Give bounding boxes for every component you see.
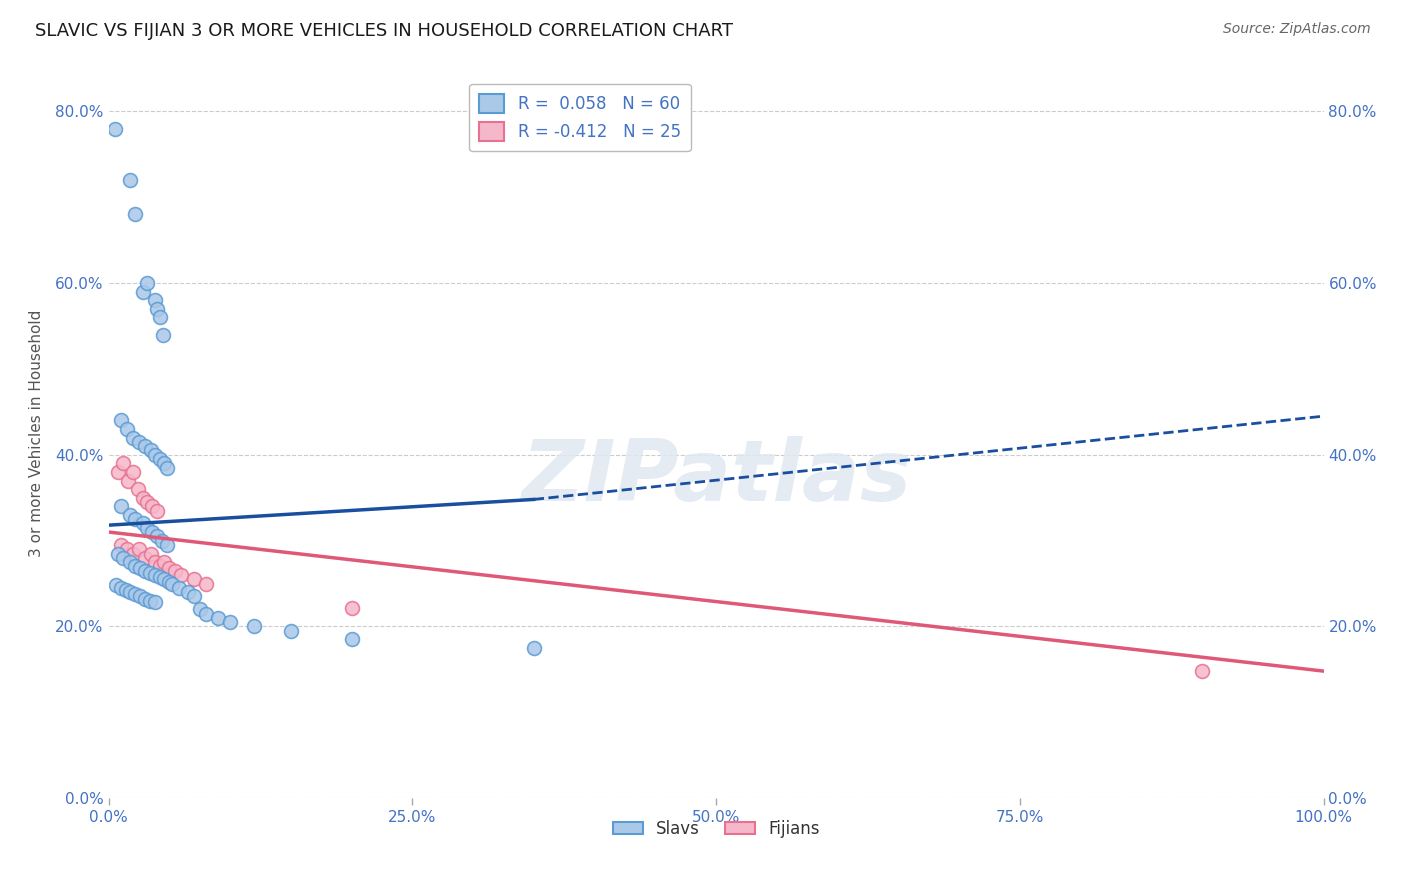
Point (146, 503, 169, 517)
Point (128, 434, 150, 449)
Point (110, 538, 132, 552)
Point (124, 587, 146, 601)
Point (143, 568, 166, 582)
Point (120, 555, 142, 569)
Point (340, 600, 363, 615)
Point (160, 576, 183, 591)
Point (280, 624, 302, 638)
Point (139, 593, 162, 607)
Point (139, 547, 162, 561)
Point (153, 456, 176, 470)
Point (124, 559, 146, 574)
Point (139, 443, 162, 458)
Point (183, 590, 205, 604)
Point (156, 460, 179, 475)
Point (110, 413, 132, 427)
Point (157, 574, 180, 589)
Point (148, 570, 170, 584)
Point (124, 512, 146, 526)
Point (134, 439, 156, 453)
Point (207, 611, 229, 625)
Legend: Slavs, Fijians: Slavs, Fijians (606, 814, 827, 845)
Point (170, 568, 193, 582)
Text: Source: ZipAtlas.com: Source: ZipAtlas.com (1223, 22, 1371, 37)
Point (143, 555, 166, 569)
Point (143, 448, 166, 462)
Point (115, 422, 138, 436)
Point (165, 564, 187, 578)
Point (107, 547, 129, 561)
Point (148, 559, 170, 574)
Point (110, 581, 132, 595)
Point (243, 619, 266, 633)
Y-axis label: 3 or more Vehicles in Household: 3 or more Vehicles in Household (30, 310, 44, 557)
Point (131, 285, 153, 299)
Point (194, 607, 217, 621)
Point (1191, 664, 1213, 678)
Point (156, 538, 179, 552)
Point (141, 500, 163, 514)
Point (150, 533, 173, 548)
Point (120, 173, 142, 187)
Point (110, 500, 132, 514)
Point (136, 276, 159, 290)
Point (121, 547, 143, 561)
Point (120, 585, 142, 599)
Text: SLAVIC VS FIJIAN 3 OR MORE VEHICLES IN HOUSEHOLD CORRELATION CHART: SLAVIC VS FIJIAN 3 OR MORE VEHICLES IN H… (35, 22, 733, 40)
Point (141, 524, 163, 539)
Point (114, 583, 136, 598)
Point (340, 632, 363, 647)
Point (112, 456, 135, 470)
Point (134, 564, 156, 578)
Point (124, 207, 146, 221)
Point (219, 615, 242, 630)
Point (129, 590, 152, 604)
Point (167, 581, 190, 595)
Point (153, 555, 176, 569)
Point (143, 595, 166, 609)
Point (153, 572, 176, 586)
Point (139, 566, 162, 581)
Point (523, 640, 546, 655)
Point (146, 529, 169, 543)
Point (104, 121, 127, 136)
Point (194, 576, 217, 591)
Point (134, 550, 156, 565)
Point (120, 508, 142, 522)
Point (127, 482, 149, 496)
Point (148, 310, 170, 325)
Point (107, 465, 129, 479)
Point (188, 602, 211, 616)
Point (131, 516, 153, 531)
Point (136, 521, 159, 535)
Point (121, 465, 143, 479)
Point (176, 585, 198, 599)
Point (104, 578, 127, 592)
Point (129, 561, 152, 575)
Point (128, 542, 150, 557)
Point (112, 550, 135, 565)
Point (143, 293, 166, 308)
Point (115, 542, 138, 557)
Text: ZIPatlas: ZIPatlas (522, 435, 911, 518)
Point (152, 327, 174, 342)
Point (134, 592, 156, 607)
Point (121, 431, 143, 445)
Point (146, 301, 169, 316)
Point (117, 474, 139, 488)
Point (157, 561, 180, 575)
Point (148, 452, 170, 467)
Point (136, 495, 159, 509)
Point (131, 491, 153, 505)
Point (183, 572, 205, 586)
